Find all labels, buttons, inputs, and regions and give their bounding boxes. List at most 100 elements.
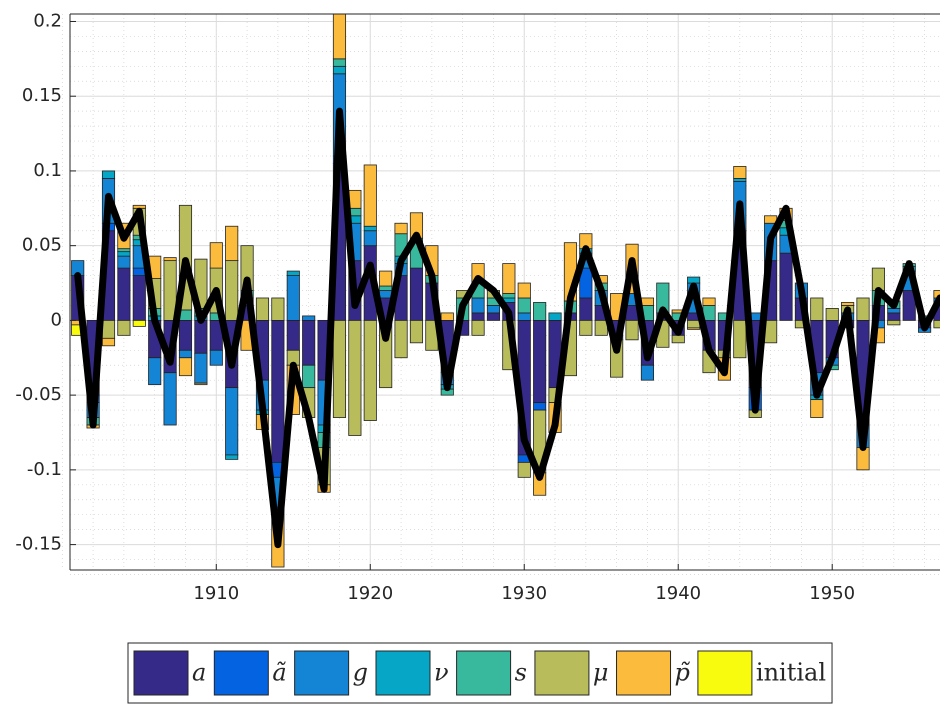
bar-segment [348,319,362,436]
legend-swatch [133,650,189,696]
bar-segment [825,308,839,321]
bar-segment [533,402,547,411]
line-layer [74,107,940,549]
bar-segment [594,319,608,336]
x-tick-label: 1930 [501,583,547,604]
bar-segment [379,290,393,299]
bar-segment [363,225,377,232]
bar-segment [533,319,547,404]
bar-segment [671,334,685,344]
bar-segment [379,285,393,291]
legend-label: ν [434,659,449,687]
legend-swatch [375,650,431,696]
bar-segment [117,267,131,321]
bar-segment [887,319,901,326]
legend: a ã g ν s μ p̃ initial [127,642,833,704]
bar-segment [486,305,501,314]
bar-segment [394,319,408,359]
legend-swatch [534,650,590,696]
bar-segment [225,454,239,460]
bar-segment [225,225,239,262]
bar-segment [810,297,824,321]
bar-segment [132,319,146,327]
bar-segment [302,364,316,389]
x-tick-label: 1940 [655,583,701,604]
bar-segment [887,312,901,321]
bar-segment [332,65,347,75]
bar-segment [471,312,485,321]
x-tick-label: 1950 [809,583,855,604]
legend-label: ã [272,659,286,687]
bar-segment [194,382,208,386]
y-tick-label: 0.15 [22,85,62,106]
bar-segment [733,166,747,179]
bar-segment [533,302,547,321]
y-tick-label: 0.1 [33,160,62,181]
bar-segment [409,267,424,321]
bar-segment [687,276,701,284]
bar-segment [579,297,593,321]
bar-segment [101,170,116,179]
bar-segment [517,282,531,299]
legend-label: a [192,659,206,687]
y-tick-label: 0 [51,309,62,330]
bar-segment [702,297,716,306]
y-tick-label: -0.1 [27,459,62,480]
bar-segment [625,319,639,341]
bar-segment [579,319,593,336]
bar-segment [348,189,362,209]
bar-segment [225,387,239,456]
bar-segment [178,357,193,377]
bar-segment [194,319,208,354]
bar-segment [687,327,701,330]
bar-segment [271,319,285,463]
bar-segment [764,215,778,224]
bar-segment [810,399,824,418]
bar-segment [286,319,300,351]
bar-segment [117,251,131,257]
legend-swatch [616,650,672,696]
bar-segment [302,315,316,321]
bar-segment [286,275,300,321]
legend-label: s [515,659,527,687]
bar-segment [394,222,408,235]
bar-segment [640,364,654,381]
bar-segment [471,297,485,314]
x-tick-label: 1920 [347,583,393,604]
bar-segment [640,297,654,306]
bar-segment [733,178,747,182]
legend-swatch [697,650,753,696]
x-tick-label: 1910 [193,583,239,604]
bar-segment [856,297,870,321]
axes: -0.15 -0.1 -0.05 0 0.05 0.1 0.15 0.2 1910 1920 193… [15,10,940,604]
legend-swatch [456,650,512,696]
bar-segment [178,319,193,351]
bar-segment [101,319,116,339]
bar-segment [302,319,316,366]
bar-segment [502,263,516,294]
y-tick-label: -0.15 [15,534,62,555]
bar-segment [132,267,146,276]
bar-segment [332,319,347,418]
bar-segment [548,312,562,321]
bar-segment [132,275,146,321]
bar-segment [332,14,347,60]
bar-segment [471,319,485,336]
bar-segment [117,319,131,336]
bar-segment [332,58,347,67]
bar-segment [363,319,377,421]
bar-segment [502,293,516,299]
bar-segment [178,349,193,359]
bar-segment [163,257,177,262]
legend-label: μ [593,659,609,687]
bar-segment [517,312,531,321]
bar-segment [117,248,131,253]
y-tick-label: -0.05 [15,384,62,405]
bar-segment [101,337,116,347]
bar-segment [117,255,131,269]
legend-label: initial [756,659,826,687]
legend-swatch [213,650,269,696]
legend-swatch [294,650,350,696]
bar-segment [209,349,223,366]
